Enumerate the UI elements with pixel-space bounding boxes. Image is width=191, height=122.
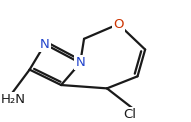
Text: Cl: Cl xyxy=(123,108,136,121)
Text: N: N xyxy=(75,56,85,69)
Text: H₂N: H₂N xyxy=(1,93,26,106)
Text: N: N xyxy=(40,38,50,51)
Text: O: O xyxy=(113,18,124,31)
